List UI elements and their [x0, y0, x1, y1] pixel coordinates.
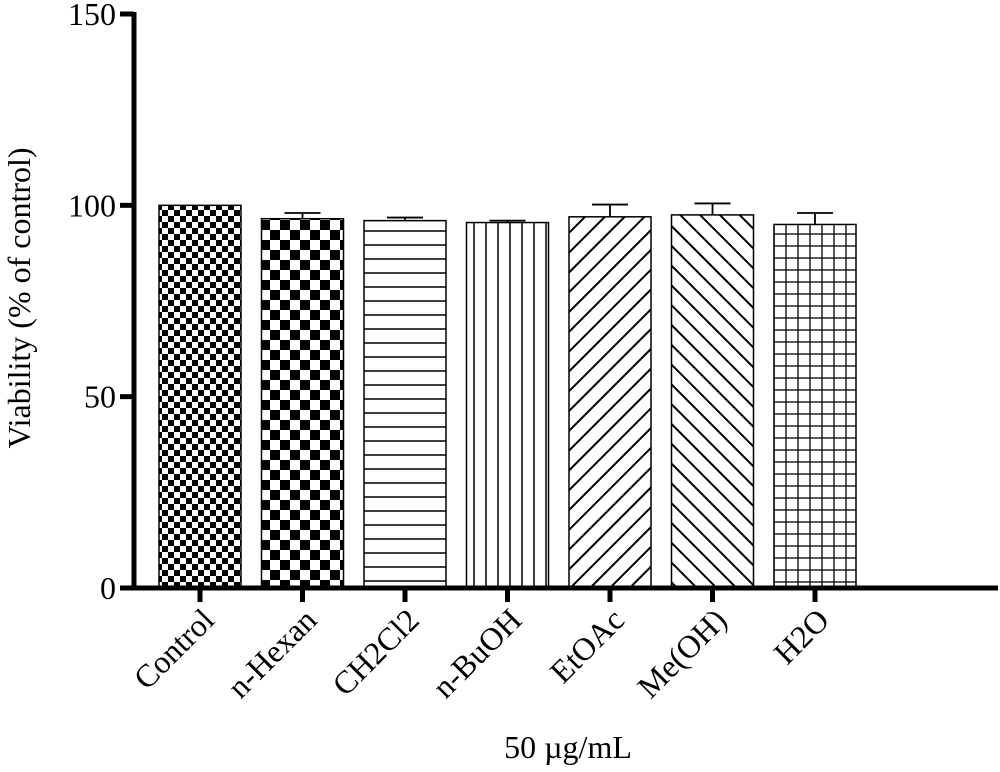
y-tick-label: 100	[68, 187, 116, 223]
x-ticks: Control n-Hexan CH2Cl2 n-BuOH EtOAc Me(OH) H2O	[126, 588, 836, 705]
bars	[158, 204, 857, 589]
bar-n-hexan	[260, 217, 345, 589]
x-tick-label: n-Hexan	[220, 601, 323, 704]
x-tick-label: CH2Cl2	[325, 601, 426, 702]
bar-ch2cl2	[363, 219, 447, 589]
x-tick-label: Control	[126, 601, 221, 696]
y-tick-label: 150	[68, 0, 116, 32]
error-bars	[284, 202, 833, 225]
bar-n-buoh	[465, 221, 550, 589]
x-tick-label: Me(OH)	[630, 601, 733, 704]
x-tick-label: EtOAc	[543, 601, 631, 689]
x-tick-label: H2O	[766, 601, 835, 670]
y-tick-label: 50	[84, 379, 116, 415]
bar-me-oh	[670, 214, 755, 589]
x-tick-label: n-BuOH	[425, 601, 528, 704]
y-ticks: 0 50 100 150	[68, 0, 134, 606]
bar-etoac	[568, 216, 652, 589]
bar-h2o	[773, 223, 857, 589]
y-tick-label: 0	[100, 570, 116, 606]
x-axis-title: 50 µg/mL	[504, 729, 632, 765]
bar-control	[158, 204, 242, 589]
y-axis-title: Viability (% of control)	[1, 147, 37, 448]
